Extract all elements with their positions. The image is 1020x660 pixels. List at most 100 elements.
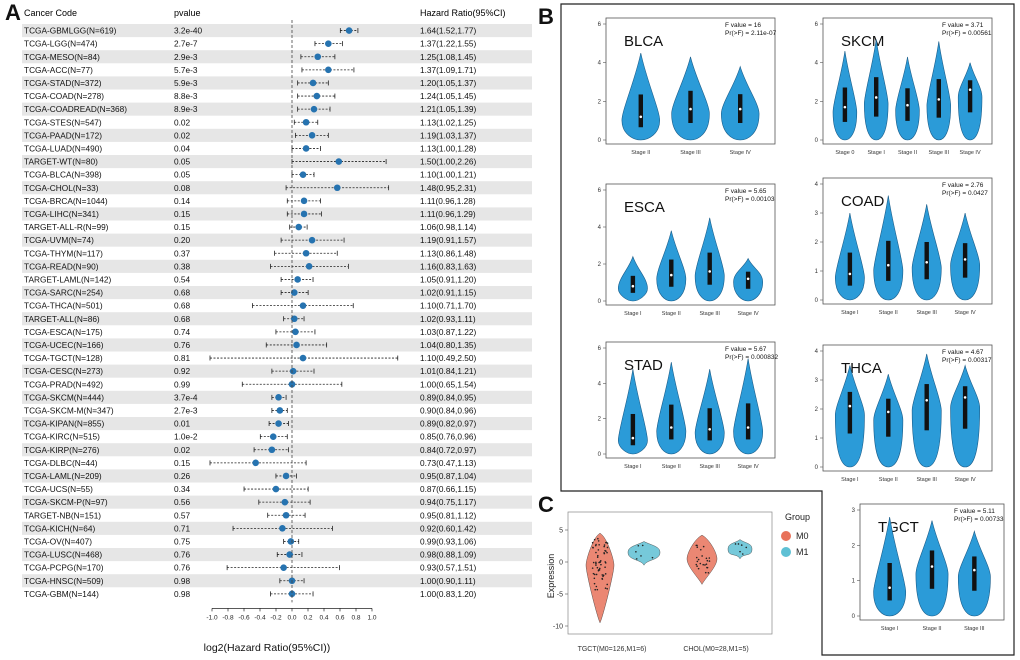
y-tick-label: 0 <box>559 560 563 567</box>
data-dot <box>701 555 703 557</box>
y-tick-label: 0 <box>815 298 819 304</box>
pvalue-cell: 0.14 <box>174 196 191 206</box>
hr-cell: 0.95(0.87,1.04) <box>420 471 477 481</box>
pvalue-cell: 0.08 <box>174 183 191 193</box>
stage-label: Stage I <box>841 310 859 316</box>
data-dot <box>637 544 640 547</box>
hr-cell: 1.03(0.87,1.22) <box>420 327 477 337</box>
cancer-code: TCGA-SARC(N=254) <box>24 288 103 298</box>
hr-point <box>292 328 299 336</box>
violin-box <box>886 398 891 437</box>
pvalue-cell: 5.7e-3 <box>174 65 198 75</box>
x-tick-label: 0.2 <box>303 614 312 621</box>
stage-label: Stage I <box>841 477 859 483</box>
data-dot <box>606 546 609 549</box>
cancer-code: TCGA-CESC(N=273) <box>24 366 103 376</box>
cancer-code: TCGA-SKCM-M(N=347) <box>24 405 114 415</box>
f-value: F value = 16 <box>725 22 761 29</box>
cancer-code: TCGA-PCPG(N=170) <box>24 563 104 573</box>
data-dot <box>702 563 705 566</box>
pvalue-cell: 0.57 <box>174 510 191 520</box>
data-dot <box>597 540 600 542</box>
y-tick-label: -10 <box>553 624 563 631</box>
violin-median <box>848 272 852 276</box>
violin-box <box>972 556 977 591</box>
hr-cell: 0.98(0.88,1.09) <box>420 550 477 560</box>
hr-cell: 0.85(0.76,0.96) <box>420 432 477 442</box>
pvalue-cell: 1.0e-2 <box>174 432 198 442</box>
hr-point <box>302 249 310 257</box>
data-dot <box>592 546 594 549</box>
data-dot <box>696 544 698 547</box>
data-dot <box>705 557 708 560</box>
stage-label: Stage I <box>624 464 642 470</box>
data-dot <box>640 555 642 557</box>
data-dot <box>604 573 607 575</box>
data-dot <box>606 588 609 590</box>
data-dot <box>696 560 699 563</box>
metastasis-violin-plot: Expression * * TGCT(M0=126,M1=6) CHOL(M0… <box>546 511 810 653</box>
violin-box <box>745 403 751 440</box>
pr-value: Pr(>F) = 0.00561 <box>942 30 992 37</box>
y-tick-label: 0 <box>598 138 602 144</box>
y-tick-label: 0 <box>598 452 602 458</box>
hr-cell: 1.37(1.22,1.55) <box>420 39 477 49</box>
hr-point <box>269 433 277 440</box>
violin-box <box>745 271 751 289</box>
data-dot <box>702 545 705 548</box>
y-tick-label: 3 <box>852 508 856 514</box>
cancer-code: TCGA-UVM(N=74) <box>24 235 94 245</box>
data-dot <box>604 549 606 552</box>
hr-cell: 1.01(0.84,1.21) <box>420 366 477 376</box>
hr-point <box>288 590 296 598</box>
f-value: F value = 2.76 <box>942 182 984 189</box>
data-dot <box>592 572 595 575</box>
pr-value: Pr(>F) = 0.00103 <box>725 196 775 203</box>
row-band <box>22 102 532 116</box>
violin-median <box>925 399 929 402</box>
data-dot <box>604 566 606 568</box>
data-dot <box>651 556 654 559</box>
scatter-ylabel: Expression <box>546 554 556 599</box>
pvalue-cell: 8.8e-3 <box>174 91 198 101</box>
pvalue-cell: 0.56 <box>174 497 191 507</box>
data-dot <box>635 558 638 560</box>
pvalue-cell: 0.15 <box>174 458 191 468</box>
hr-point <box>279 525 286 532</box>
header-pvalue: pvalue <box>174 8 201 18</box>
pvalue-cell: 8.9e-3 <box>174 104 198 114</box>
pvalue-cell: 0.34 <box>174 484 191 494</box>
violin-median <box>968 88 972 92</box>
f-value: F value = 3.71 <box>942 22 984 29</box>
hr-point <box>275 394 282 401</box>
stage-label: Stage III <box>699 311 720 317</box>
violin-median <box>963 258 967 261</box>
y-tick-label: 0 <box>598 299 602 305</box>
hr-cell: 0.95(0.81,1.12) <box>420 510 477 520</box>
hr-point <box>293 341 300 349</box>
x-tick-label: 0.0 <box>287 614 296 621</box>
hr-cell: 1.25(1.08,1.45) <box>420 52 477 62</box>
data-dot <box>593 573 596 576</box>
cancer-code: TARGET-ALL-R(N=99) <box>24 222 109 232</box>
y-tick-label: 0 <box>815 138 819 144</box>
pvalue-cell: 0.15 <box>174 209 191 219</box>
violin-median <box>669 273 673 277</box>
chol-m1-violin <box>727 539 753 560</box>
hr-cell: 1.13(1.02,1.25) <box>420 117 477 127</box>
y-tick-label: 1 <box>852 579 856 585</box>
hr-point <box>286 551 293 558</box>
hr-cell: 1.11(0.96,1.29) <box>420 209 476 219</box>
cancer-code: TCGA-STES(N=547) <box>24 117 102 127</box>
data-dot <box>699 562 702 565</box>
y-tick-label: 0 <box>852 614 856 620</box>
hr-cell: 1.10(0.49,2.50) <box>420 353 477 363</box>
violin-median <box>708 270 712 273</box>
stage-label: Stage 0 <box>835 150 854 156</box>
violin-box <box>669 404 674 440</box>
cancer-code: TCGA-PAAD(N=172) <box>24 130 102 140</box>
hr-point <box>308 132 316 139</box>
f-value: F value = 4.67 <box>942 349 984 356</box>
